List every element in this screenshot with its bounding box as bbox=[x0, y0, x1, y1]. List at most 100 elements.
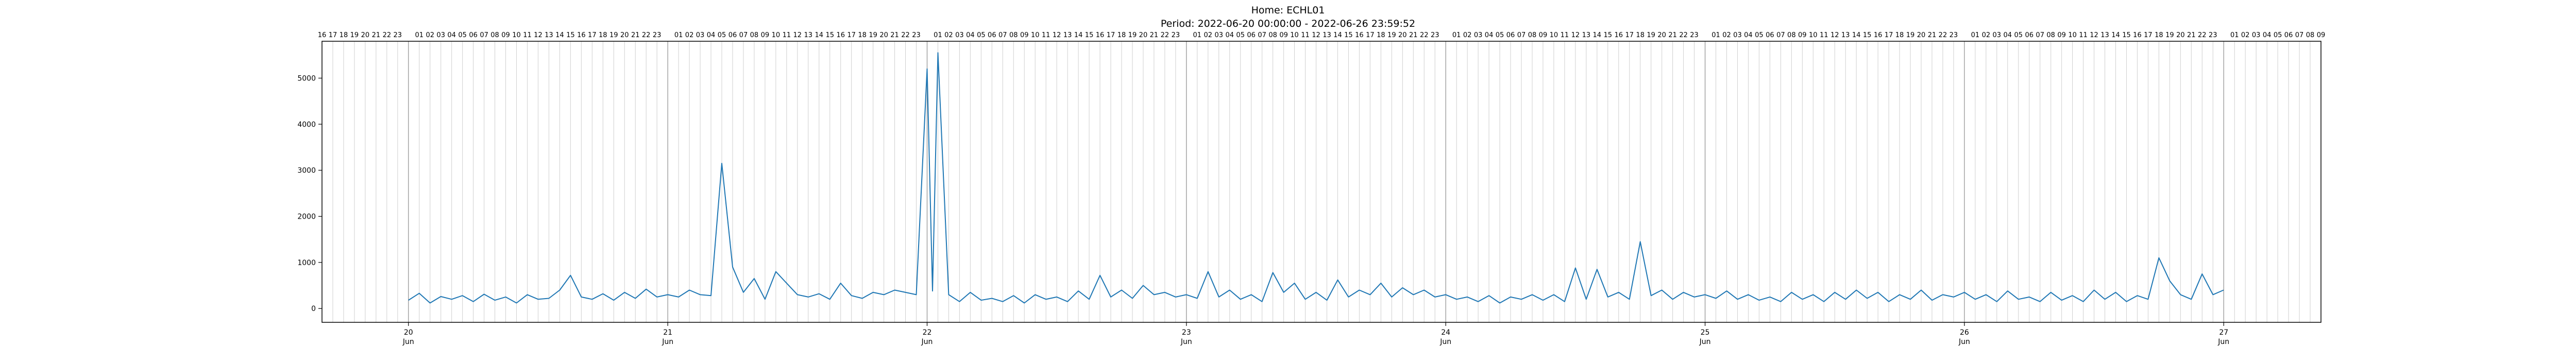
x-tick-label-day: 20 bbox=[404, 329, 413, 337]
hour-label: 12 bbox=[534, 31, 543, 39]
hour-label: 19 bbox=[1906, 31, 1915, 39]
hour-label: 10 bbox=[512, 31, 521, 39]
hour-label: 19 bbox=[350, 31, 359, 39]
hour-label: 04 bbox=[447, 31, 456, 39]
hour-label: 13 bbox=[1323, 31, 1331, 39]
hour-label: 23 bbox=[394, 31, 402, 39]
hour-label: 03 bbox=[1474, 31, 1483, 39]
hour-label: 17 bbox=[588, 31, 597, 39]
x-tick-label-month: Jun bbox=[402, 338, 414, 346]
hour-label: 17 bbox=[2144, 31, 2153, 39]
hour-label: 23 bbox=[1950, 31, 1958, 39]
x-tick-label-month: Jun bbox=[1439, 338, 1451, 346]
hour-label: 04 bbox=[2004, 31, 2012, 39]
hour-label: 05 bbox=[718, 31, 726, 39]
hour-label: 21 bbox=[631, 31, 640, 39]
hour-label: 13 bbox=[804, 31, 813, 39]
hour-label: 09 bbox=[501, 31, 510, 39]
hour-label: 11 bbox=[1820, 31, 1828, 39]
hour-label: 12 bbox=[793, 31, 802, 39]
hour-label: 03 bbox=[436, 31, 445, 39]
chart-title: Home: ECHL01 bbox=[1251, 5, 1325, 16]
hour-label: 21 bbox=[1409, 31, 1418, 39]
hour-label: 03 bbox=[955, 31, 964, 39]
y-tick-label: 4000 bbox=[297, 121, 316, 129]
hour-label: 05 bbox=[1755, 31, 1764, 39]
hour-label: 06 bbox=[2025, 31, 2033, 39]
hour-label: 04 bbox=[966, 31, 975, 39]
hour-label: 11 bbox=[1042, 31, 1050, 39]
hour-label: 19 bbox=[1647, 31, 1655, 39]
x-tick-label-month: Jun bbox=[1958, 338, 1970, 346]
hour-label: 22 bbox=[2198, 31, 2207, 39]
hour-label: 01 bbox=[1193, 31, 1202, 39]
hour-label: 15 bbox=[1344, 31, 1353, 39]
hour-label: 19 bbox=[2165, 31, 2174, 39]
hour-label: 06 bbox=[2284, 31, 2293, 39]
hour-label: 23 bbox=[1690, 31, 1699, 39]
hour-label: 04 bbox=[2263, 31, 2272, 39]
hour-label: 09 bbox=[1798, 31, 1807, 39]
hour-label: 01 bbox=[934, 31, 942, 39]
hour-label: 17 bbox=[1366, 31, 1375, 39]
hour-label: 15 bbox=[1085, 31, 1094, 39]
hour-label: 05 bbox=[1496, 31, 1504, 39]
x-tick-label-month: Jun bbox=[1180, 338, 1192, 346]
hour-label: 09 bbox=[1279, 31, 1288, 39]
hour-label: 10 bbox=[1290, 31, 1299, 39]
hour-label: 14 bbox=[2111, 31, 2120, 39]
hour-label: 12 bbox=[1053, 31, 1061, 39]
hour-label: 08 bbox=[1009, 31, 1018, 39]
hour-label: 23 bbox=[653, 31, 662, 39]
hour-label: 22 bbox=[1420, 31, 1429, 39]
x-tick-label-day: 23 bbox=[1182, 329, 1191, 337]
hour-label: 10 bbox=[2068, 31, 2077, 39]
hour-label: 15 bbox=[1863, 31, 1872, 39]
hour-label: 20 bbox=[879, 31, 888, 39]
hour-label: 15 bbox=[566, 31, 575, 39]
hour-label: 05 bbox=[2014, 31, 2023, 39]
hour-label: 20 bbox=[620, 31, 629, 39]
hour-label: 07 bbox=[1776, 31, 1785, 39]
x-tick-label-day: 27 bbox=[2219, 329, 2228, 337]
hour-label: 20 bbox=[1917, 31, 1926, 39]
hour-label: 18 bbox=[1895, 31, 1904, 39]
hour-label: 02 bbox=[1463, 31, 1472, 39]
x-tick-label-month: Jun bbox=[921, 338, 933, 346]
y-tick-label: 2000 bbox=[297, 213, 316, 221]
hour-label: 23 bbox=[1431, 31, 1439, 39]
hour-label: 18 bbox=[340, 31, 348, 39]
hour-label: 07 bbox=[2036, 31, 2044, 39]
hour-label: 05 bbox=[977, 31, 986, 39]
hour-label: 10 bbox=[772, 31, 781, 39]
hour-label: 16 bbox=[836, 31, 845, 39]
hour-label: 22 bbox=[901, 31, 910, 39]
hour-label: 02 bbox=[685, 31, 694, 39]
hour-label: 08 bbox=[1268, 31, 1277, 39]
hour-label: 19 bbox=[609, 31, 618, 39]
hour-label: 01 bbox=[2230, 31, 2239, 39]
hour-label: 16 bbox=[1874, 31, 1883, 39]
hour-label: 09 bbox=[2317, 31, 2326, 39]
hour-label: 12 bbox=[1312, 31, 1320, 39]
x-tick-label-month: Jun bbox=[1699, 338, 1711, 346]
hour-label: 21 bbox=[890, 31, 899, 39]
hour-label: 02 bbox=[426, 31, 434, 39]
hour-label: 15 bbox=[825, 31, 834, 39]
hour-label: 01 bbox=[1452, 31, 1461, 39]
hour-label: 05 bbox=[458, 31, 467, 39]
hour-label: 15 bbox=[1604, 31, 1613, 39]
hour-label: 16 bbox=[1355, 31, 1364, 39]
x-tick-label-day: 22 bbox=[923, 329, 932, 337]
hour-label: 22 bbox=[1161, 31, 1170, 39]
hour-label: 08 bbox=[490, 31, 499, 39]
hour-label: 09 bbox=[2057, 31, 2066, 39]
hour-label: 10 bbox=[1809, 31, 1818, 39]
hour-label: 07 bbox=[480, 31, 488, 39]
hour-label: 06 bbox=[1766, 31, 1774, 39]
hour-label: 10 bbox=[1031, 31, 1040, 39]
hour-label: 06 bbox=[1506, 31, 1515, 39]
hour-label: 11 bbox=[2079, 31, 2088, 39]
